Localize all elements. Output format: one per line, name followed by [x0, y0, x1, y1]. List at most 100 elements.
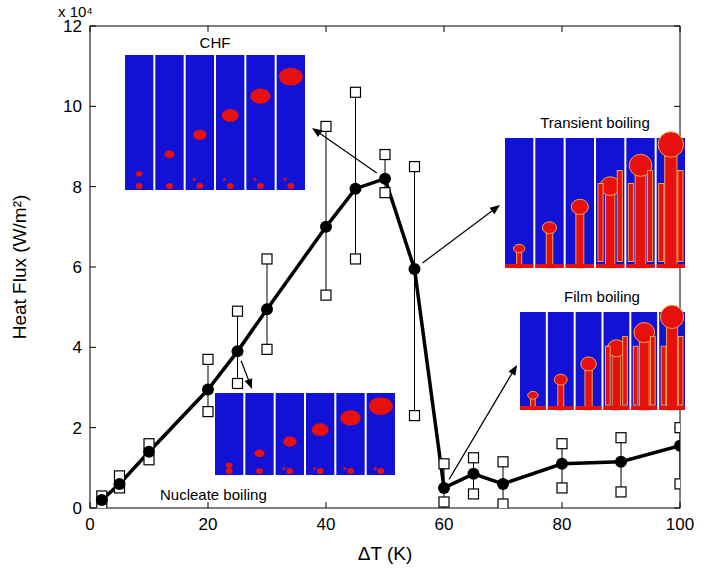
- inset-vapor: [612, 348, 621, 410]
- y-tick: [90, 26, 96, 27]
- arrow: [449, 372, 513, 479]
- inset-vapor: [667, 317, 678, 410]
- inset-bubble: [287, 183, 294, 189]
- inset-vapor: [623, 337, 628, 406]
- inset-vapor: [639, 333, 649, 410]
- error-max: [262, 254, 272, 264]
- inset-panel: [186, 55, 214, 190]
- error-min: [675, 479, 680, 489]
- error-max: [321, 121, 331, 131]
- inset-vapor: [659, 184, 664, 262]
- inset-panel: [604, 312, 630, 410]
- y-tick: [674, 26, 680, 27]
- inset-film: [505, 264, 533, 268]
- data-point: [202, 384, 214, 396]
- inset-bubble: [374, 467, 377, 470]
- y-multiplier: x 10⁴: [58, 3, 93, 20]
- inset-vapor: [665, 145, 677, 269]
- y-tick: [90, 267, 96, 268]
- data-point: [232, 345, 244, 357]
- x-tick: [562, 26, 563, 32]
- inset-panel: [245, 393, 273, 475]
- inset-bubble: [193, 178, 196, 181]
- arrow: [319, 133, 377, 173]
- inset-bubble: [343, 467, 346, 470]
- data-point: [556, 458, 568, 470]
- inset-vapor: [648, 171, 653, 262]
- data-point: [615, 456, 627, 468]
- inset-bubble: [369, 397, 393, 415]
- error-min: [351, 254, 361, 264]
- arrow-head: [490, 205, 500, 214]
- inset-bubble: [166, 183, 173, 189]
- error-min: [469, 489, 479, 499]
- inset-bubble: [283, 436, 297, 446]
- x-tick-label: 80: [553, 515, 572, 534]
- data-point: [350, 183, 362, 195]
- arrow-head: [245, 378, 252, 389]
- inset-film: [535, 264, 563, 268]
- annotation: Nucleate boiling: [160, 486, 267, 503]
- error-min: [410, 411, 420, 421]
- inset-snapshots: [215, 393, 395, 475]
- error-bar: [355, 92, 356, 259]
- inset-panel: [576, 312, 602, 410]
- inset-snapshots: [505, 132, 685, 268]
- inset-film: [566, 264, 594, 268]
- x-axis-title: ΔT (K): [358, 543, 413, 564]
- inset-film: [604, 406, 630, 410]
- y-tick-label: 0: [73, 499, 82, 518]
- error-bar: [326, 126, 327, 295]
- inset-vapor: [651, 337, 656, 406]
- inset-bubble: [223, 178, 226, 181]
- error-max: [557, 439, 567, 449]
- inset-snapshots: [125, 55, 305, 190]
- inset-film: [576, 406, 602, 410]
- inset-vapor: [633, 346, 638, 405]
- inset-bubble: [226, 468, 233, 474]
- inset-panel: [215, 393, 243, 475]
- inset-panel: [246, 55, 274, 190]
- y-tick: [90, 106, 96, 107]
- inset-film: [596, 264, 624, 268]
- y-tick: [674, 106, 680, 107]
- data-line: [102, 179, 680, 500]
- error-max: [380, 150, 390, 160]
- arrow: [241, 361, 249, 382]
- y-tick: [674, 508, 680, 509]
- inset-bubble: [254, 450, 264, 458]
- inset-vapor: [661, 346, 666, 405]
- inset-vapor: [554, 374, 567, 385]
- inset-panel: [596, 138, 624, 268]
- error-max: [616, 433, 626, 443]
- inset-panel: [631, 312, 657, 410]
- x-tick: [326, 502, 327, 508]
- arrow-head: [312, 128, 322, 137]
- inset-panel: [626, 138, 654, 268]
- y-tick-label: 4: [73, 338, 82, 357]
- inset-vapor: [658, 132, 684, 158]
- data: [96, 87, 680, 508]
- y-tick-label: 10: [63, 97, 82, 116]
- inset-film: [659, 406, 685, 410]
- inset-vapor: [571, 199, 588, 214]
- x-tick: [680, 502, 681, 508]
- y-tick: [90, 508, 96, 509]
- inset-vapor: [514, 244, 525, 253]
- inset-vapor: [628, 184, 633, 262]
- inset-vapor: [617, 171, 622, 262]
- data-point: [438, 482, 450, 494]
- inset-bubble: [250, 88, 270, 103]
- inset-vapor: [678, 337, 683, 406]
- error-min: [616, 487, 626, 497]
- data-point: [468, 468, 480, 480]
- error-min: [380, 188, 390, 198]
- error-min: [557, 483, 567, 493]
- inset-panel: [276, 393, 304, 475]
- inset-panel: [216, 55, 244, 190]
- inset-panel: [505, 138, 533, 268]
- error-max: [203, 354, 213, 364]
- error-min: [233, 378, 243, 388]
- inset-panel: [520, 312, 546, 410]
- error-max: [498, 457, 508, 467]
